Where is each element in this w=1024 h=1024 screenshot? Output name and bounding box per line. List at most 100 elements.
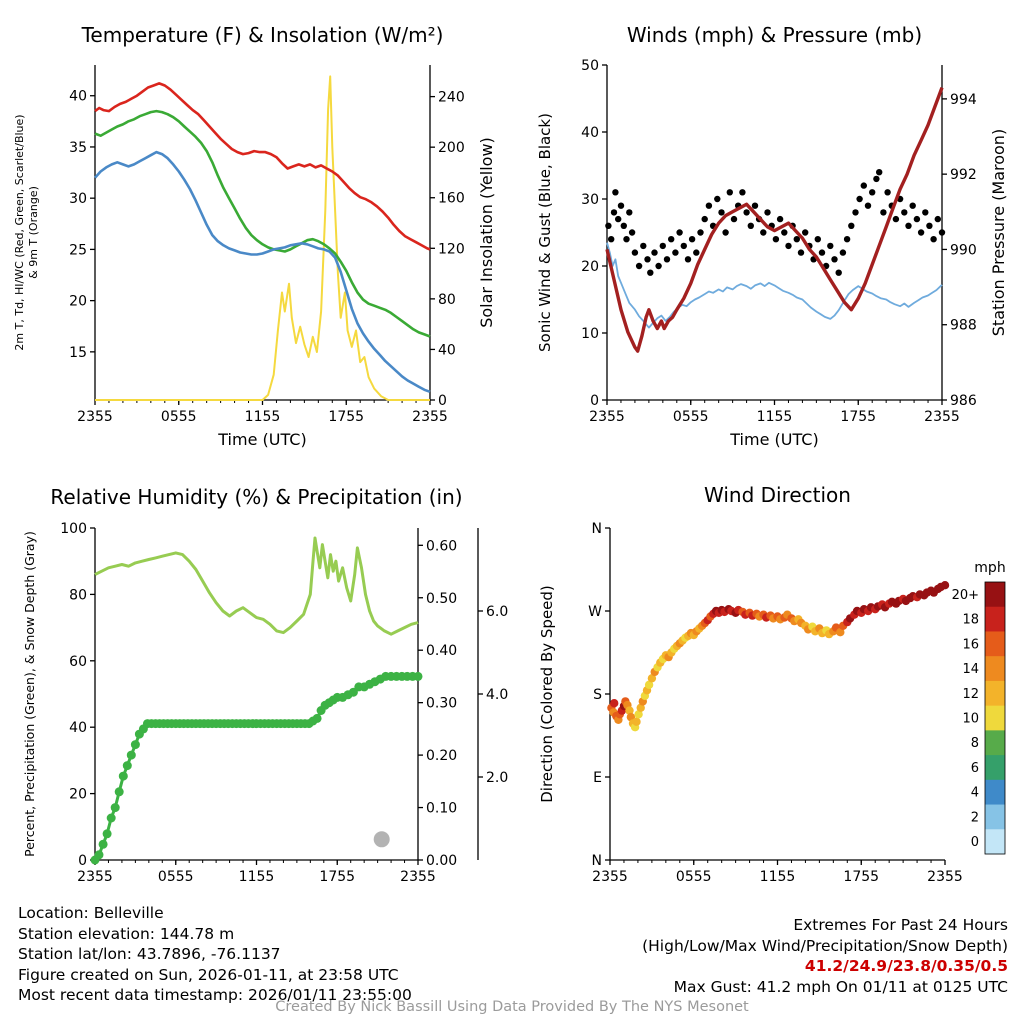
wind-gust-point (793, 236, 800, 243)
wind-gust-point (909, 202, 916, 209)
axis-label: Solar Insolation (Yellow) (477, 137, 496, 328)
wind-gust-point (635, 262, 643, 270)
wind-gust-point (612, 189, 619, 196)
colorbar-cell (985, 829, 1005, 855)
station-location: Location: Belleville (18, 904, 164, 922)
wind-gust-point (693, 249, 700, 256)
x-tick-label: 0555 (158, 869, 194, 885)
wind-gust-point (764, 209, 771, 216)
y-tick-label: 20 (69, 294, 87, 310)
temp-2m-red-line (94, 82, 431, 251)
x-tick-label: 1155 (239, 869, 275, 885)
extremes-block: Extremes For Past 24 Hours (High/Low/Max… (642, 915, 1008, 997)
y-tick-label: 0.20 (426, 748, 457, 764)
y-tick-label: 50 (581, 58, 599, 74)
station-info-block: Location: Belleville Station elevation: … (18, 903, 412, 1006)
x-tick-label: 1755 (319, 869, 355, 885)
precipitation-marker (98, 839, 108, 849)
chart-title: Wind Direction (704, 483, 851, 507)
wind-gust-point (839, 249, 847, 256)
wind-gust-point (647, 269, 654, 276)
y-tick-label: 60 (69, 654, 87, 670)
chart-title: Temperature (F) & Insolation (W/m²) (81, 23, 444, 47)
y-tick-label: 120 (438, 241, 465, 257)
y-tick-label: W (588, 604, 602, 620)
wind-gust-point (608, 236, 615, 243)
wind-gust-point (852, 209, 859, 216)
solar-insolation-line (95, 75, 430, 401)
colorbar-tick-label: 4 (971, 786, 979, 801)
y-tick-label: 10 (581, 326, 599, 342)
chart-title: Winds (mph) & Pressure (mb) (627, 23, 922, 47)
y-tick-label: 0 (78, 853, 87, 869)
chart-winds-pressure: Winds (mph) & Pressure (mb) 2355 0555 1155 1… (512, 0, 1024, 474)
wind-gust-point (659, 242, 666, 250)
wind-gust-point (722, 229, 729, 236)
wind-gust-point (705, 202, 713, 209)
wind-gust-point (930, 236, 937, 243)
colorbar-cell (985, 755, 1005, 781)
y-tick-label: 30 (581, 192, 599, 208)
precipitation-marker (114, 787, 124, 797)
wind-direction-points-point (636, 703, 645, 712)
wind-gust-point (676, 229, 683, 236)
x-tick-label: 2355 (412, 409, 448, 425)
y-tick-label: 0.60 (426, 538, 457, 554)
dewpoint-green-line (94, 109, 431, 338)
x-tick-label: 1755 (328, 409, 364, 425)
precipitation-marker (126, 750, 136, 760)
colorbar-tick-label: 12 (962, 687, 979, 702)
wind-gust-point (938, 229, 946, 236)
extremes-values: 41.2/24.9/23.8/0.35/0.5 (804, 957, 1008, 975)
wind-gust-point (860, 182, 867, 189)
wind-gust-point (726, 189, 733, 196)
x-tick-label: 2355 (592, 869, 628, 885)
axis-label: Direction (Colored By Speed) (538, 585, 556, 803)
y-tick-label: 80 (69, 587, 87, 603)
y-tick-label: 160 (438, 191, 465, 207)
station-latlon: Station lat/lon: 43.7896, -76.1137 (18, 945, 281, 963)
precipitation-marker (413, 671, 423, 681)
y-tick-label: 20 (69, 787, 87, 803)
x-tick-label: 0555 (676, 869, 712, 885)
relative-humidity-line (94, 536, 419, 636)
colorbar-tick-label: 8 (971, 736, 979, 751)
wind-gust-point (785, 242, 792, 250)
wind-gust-point (876, 169, 883, 176)
colorbar-cell (985, 680, 1005, 707)
y-tick-label: 25 (69, 242, 87, 258)
wind-direction-points-point (647, 674, 657, 683)
wind-direction-points-point (625, 706, 634, 715)
y-tick-label: 0.10 (426, 801, 457, 817)
humidity-precipitation-svg: Relative Humidity (%) & Precipitation (i… (22, 485, 508, 885)
wind-gust-point (631, 249, 639, 256)
wind-gust-point (917, 229, 925, 236)
wind-direction-points-point (626, 712, 636, 722)
wind-gust-point (880, 209, 887, 216)
wind-gust-point (864, 202, 872, 209)
y-tick-label: 0.00 (426, 853, 457, 869)
y-tick-label: 0 (590, 393, 599, 409)
axis-label: Sonic Wind & Gust (Blue, Black) (536, 113, 554, 352)
precipitation-marker (102, 829, 112, 839)
x-tick-label: 1755 (840, 409, 876, 425)
wind-gust-point (628, 229, 636, 236)
wind-gust-point (856, 195, 863, 203)
y-tick-label: 988 (950, 318, 977, 334)
axis-label: Station Pressure (Maroon) (989, 129, 1008, 336)
y-tick-label: 30 (69, 191, 87, 207)
x-tick-label: 2355 (400, 869, 436, 885)
wind-gust-point (680, 242, 687, 250)
wind-gust-point (776, 215, 784, 223)
y-tick-label: 0.50 (426, 591, 457, 607)
precipitation-marker (122, 761, 132, 771)
wind-direction-points-point (632, 717, 641, 726)
y-tick-label: 2.0 (486, 770, 508, 786)
colorbar-title: mph (974, 560, 1005, 576)
y-tick-label: 40 (69, 720, 87, 736)
extremes-subtitle: (High/Low/Max Wind/Precipitation/Snow De… (642, 936, 1008, 955)
colorbar-cell (985, 582, 1005, 608)
wind-gust-point (827, 242, 834, 250)
